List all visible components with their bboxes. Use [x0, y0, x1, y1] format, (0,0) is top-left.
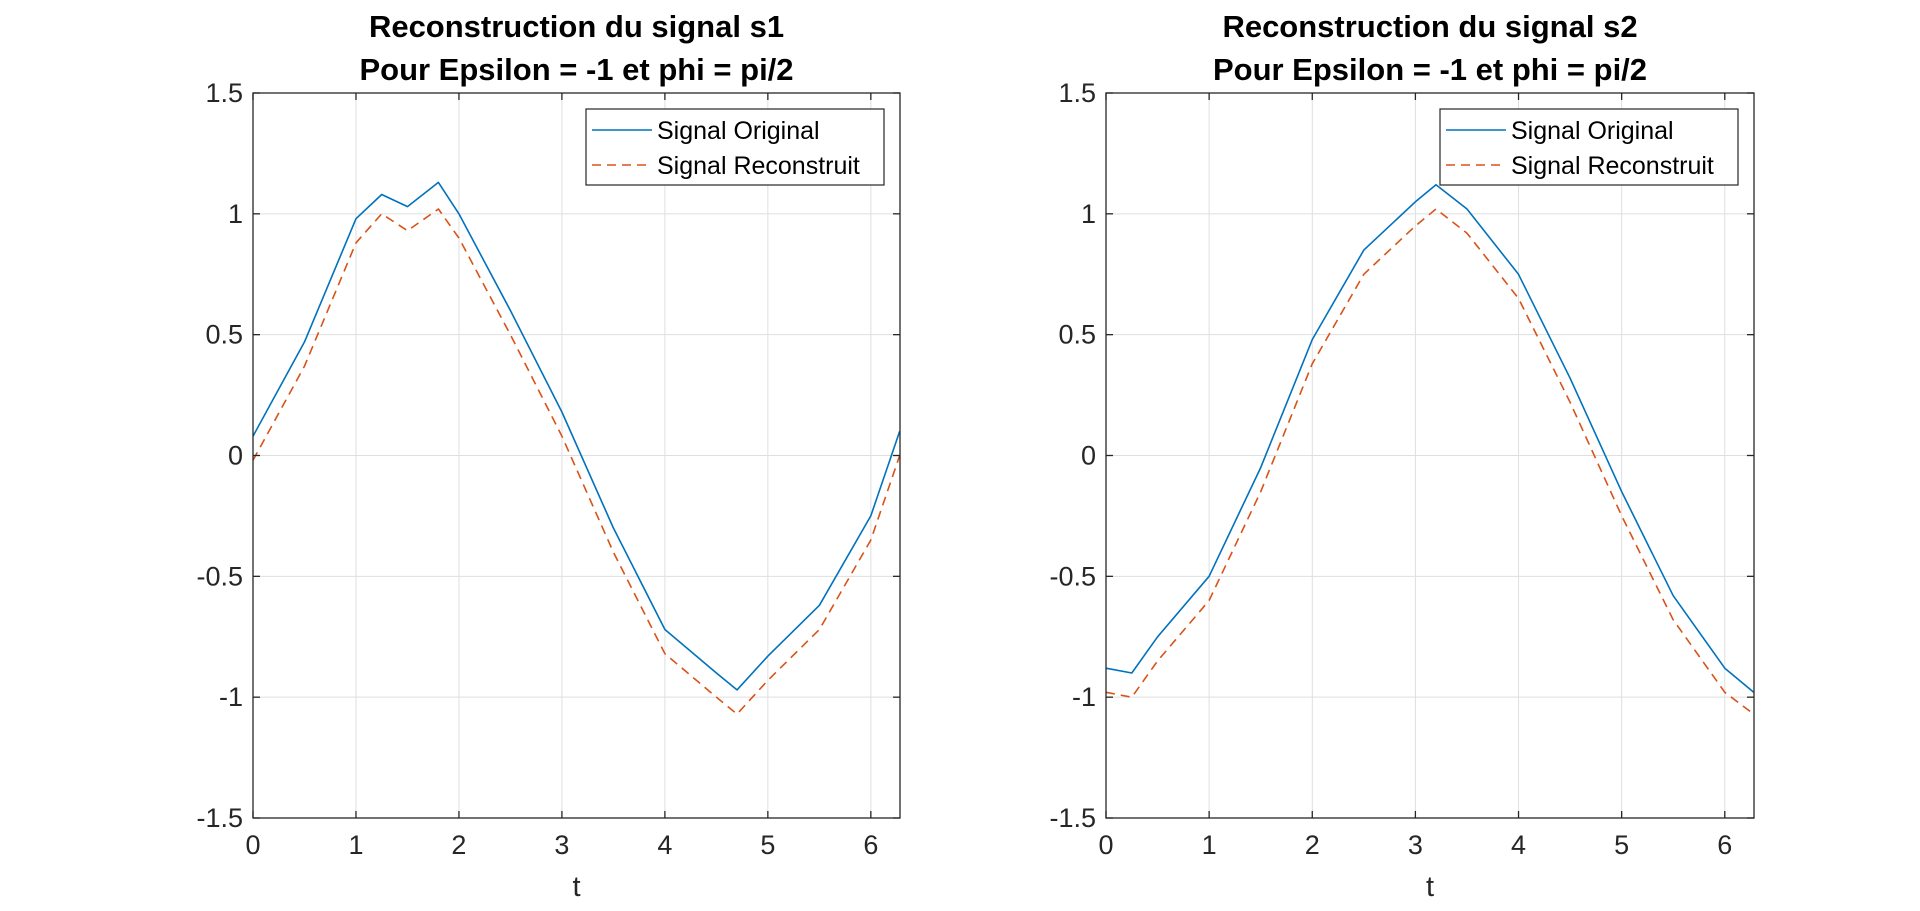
x-tick-label: 4 [1511, 830, 1526, 860]
y-tick-label: -1 [219, 682, 243, 712]
plot-panel-1: 0 1 2 3 4 5 6 -1.5 -1 -0.5 0 0.5 1 1.5 t Reconstruction… [196, 9, 901, 903]
y-tick-label: 1 [1081, 199, 1096, 229]
legend-label-original: Signal Original [657, 117, 820, 145]
y-tick-label: -0.5 [1049, 561, 1096, 591]
series-line-original [252, 181, 901, 691]
legend-box [1439, 108, 1739, 186]
y-tick-label: 1.5 [1058, 78, 1096, 108]
plot-panel-2: 0 1 2 3 4 5 6 -1.5 -1 -0.5 0 0.5 1 1.5 t Reconstruction… [1049, 9, 1755, 903]
x-axis-label: t [1426, 871, 1434, 903]
legend: Signal Original Signal Reconstruit [585, 108, 885, 186]
y-tick-label: -1.5 [1049, 803, 1096, 833]
x-tick-label: 0 [245, 830, 260, 860]
x-tick-label: 5 [1614, 830, 1629, 860]
y-tick-label: 1 [228, 199, 243, 229]
x-tick-label: 3 [554, 830, 569, 860]
x-tick-label: 3 [1408, 830, 1423, 860]
y-tick-label: 0.5 [205, 320, 243, 350]
x-tick-label: 6 [863, 830, 878, 860]
legend-box [585, 108, 885, 186]
x-tick-label: 1 [348, 830, 363, 860]
x-axis-label: t [572, 871, 580, 903]
series-line-reconstruit [1105, 208, 1755, 715]
chart-title-line-2: Pour Epsilon = -1 et phi = pi/2 [359, 52, 793, 87]
x-tick-label: 4 [657, 830, 672, 860]
x-tick-label: 5 [760, 830, 775, 860]
x-tick-label: 6 [1717, 830, 1732, 860]
chart-title-line-1: Reconstruction du signal s2 [1222, 9, 1637, 44]
y-tick-label: -0.5 [196, 561, 243, 591]
legend-label-reconstruit: Signal Reconstruit [657, 152, 860, 180]
series-line-original [1105, 184, 1755, 693]
y-tick-label: 0 [1081, 441, 1096, 471]
legend: Signal Original Signal Reconstruit [1439, 108, 1739, 186]
y-tick-label: -1.5 [196, 803, 243, 833]
legend-label-original: Signal Original [1511, 117, 1674, 145]
x-tick-label: 0 [1098, 830, 1113, 860]
legend-label-reconstruit: Signal Reconstruit [1511, 152, 1714, 180]
y-tick-label: 1.5 [205, 78, 243, 108]
chart-title-line-2: Pour Epsilon = -1 et phi = pi/2 [1213, 52, 1647, 87]
chart-title-line-1: Reconstruction du signal s1 [369, 9, 784, 44]
y-tick-label: 0 [228, 441, 243, 471]
y-tick-label: -1 [1072, 682, 1096, 712]
x-tick-label: 2 [1305, 830, 1320, 860]
series-line-reconstruit [252, 208, 901, 715]
x-tick-label: 1 [1202, 830, 1217, 860]
y-tick-label: 0.5 [1058, 320, 1096, 350]
x-tick-label: 2 [451, 830, 466, 860]
